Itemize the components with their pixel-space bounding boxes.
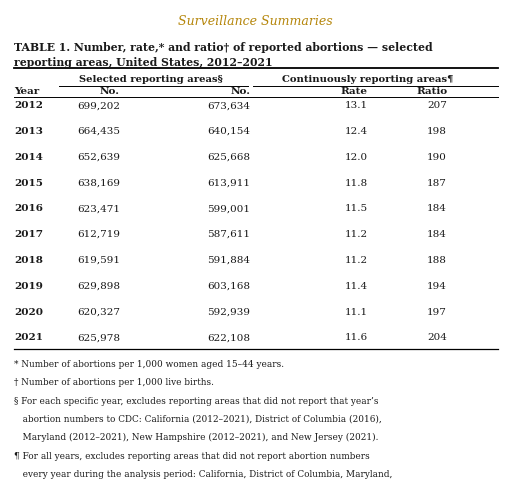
Text: Ratio: Ratio [416,87,447,96]
Text: 184: 184 [427,204,447,214]
Text: 2021: 2021 [14,334,43,342]
Text: Selected reporting areas§: Selected reporting areas§ [79,75,223,84]
Text: 2012: 2012 [14,101,43,110]
Text: 2015: 2015 [14,178,43,187]
Text: 2013: 2013 [14,127,43,136]
Text: † Number of abortions per 1,000 live births.: † Number of abortions per 1,000 live bir… [14,378,214,388]
Text: 12.4: 12.4 [345,127,368,136]
Text: 603,168: 603,168 [207,281,250,291]
Text: 11.6: 11.6 [345,334,368,342]
Text: 2014: 2014 [14,153,43,162]
Text: 622,108: 622,108 [207,334,250,342]
Text: 11.2: 11.2 [345,256,368,265]
Text: Year: Year [14,87,39,96]
Text: No.: No. [230,87,250,96]
Text: 664,435: 664,435 [77,127,120,136]
Text: 591,884: 591,884 [207,256,250,265]
Text: 2020: 2020 [14,308,43,317]
Text: 619,591: 619,591 [77,256,120,265]
Text: No.: No. [100,87,120,96]
Text: 11.2: 11.2 [345,230,368,239]
Text: 612,719: 612,719 [77,230,120,239]
Text: every year during the analysis period: California, District of Columbia, Marylan: every year during the analysis period: C… [14,470,392,479]
Text: 629,898: 629,898 [77,281,120,291]
Text: 2019: 2019 [14,281,43,291]
Text: 11.4: 11.4 [345,281,368,291]
Text: 188: 188 [427,256,447,265]
Text: 625,978: 625,978 [77,334,120,342]
Text: 11.1: 11.1 [345,308,368,317]
Text: 13.1: 13.1 [345,101,368,110]
Text: § For each specific year, excludes reporting areas that did not report that year: § For each specific year, excludes repor… [14,397,379,406]
Text: 204: 204 [427,334,447,342]
Text: 2018: 2018 [14,256,43,265]
Text: Surveillance Summaries: Surveillance Summaries [178,15,333,28]
Text: 12.0: 12.0 [345,153,368,162]
Text: 194: 194 [427,281,447,291]
Text: 699,202: 699,202 [77,101,120,110]
Text: 207: 207 [427,101,447,110]
Text: 587,611: 587,611 [207,230,250,239]
Text: Maryland (2012–2021), New Hampshire (2012–2021), and New Jersey (2021).: Maryland (2012–2021), New Hampshire (201… [14,433,379,442]
Text: 197: 197 [427,308,447,317]
Text: 599,001: 599,001 [207,204,250,214]
Text: ¶ For all years, excludes reporting areas that did not report abortion numbers: ¶ For all years, excludes reporting area… [14,452,370,461]
Text: 620,327: 620,327 [77,308,120,317]
Text: 652,639: 652,639 [77,153,120,162]
Text: 625,668: 625,668 [207,153,250,162]
Text: 187: 187 [427,178,447,187]
Text: TABLE 1. Number, rate,* and ratio† of reported abortions — selected: TABLE 1. Number, rate,* and ratio† of re… [14,42,433,54]
Text: 673,634: 673,634 [207,101,250,110]
Text: 2017: 2017 [14,230,43,239]
Text: * Number of abortions per 1,000 women aged 15–44 years.: * Number of abortions per 1,000 women ag… [14,360,285,369]
Text: 592,939: 592,939 [207,308,250,317]
Text: 11.8: 11.8 [345,178,368,187]
Text: 190: 190 [427,153,447,162]
Text: 640,154: 640,154 [207,127,250,136]
Text: 184: 184 [427,230,447,239]
Text: Rate: Rate [341,87,368,96]
Text: 2016: 2016 [14,204,43,214]
Text: 198: 198 [427,127,447,136]
Text: Continuously reporting areas¶: Continuously reporting areas¶ [282,75,454,84]
Text: abortion numbers to CDC: California (2012–2021), District of Columbia (2016),: abortion numbers to CDC: California (201… [14,415,382,424]
Text: 11.5: 11.5 [345,204,368,214]
Text: 623,471: 623,471 [77,204,120,214]
Text: 638,169: 638,169 [77,178,120,187]
Text: 613,911: 613,911 [207,178,250,187]
Text: reporting areas, United States, 2012–2021: reporting areas, United States, 2012–202… [14,57,273,68]
